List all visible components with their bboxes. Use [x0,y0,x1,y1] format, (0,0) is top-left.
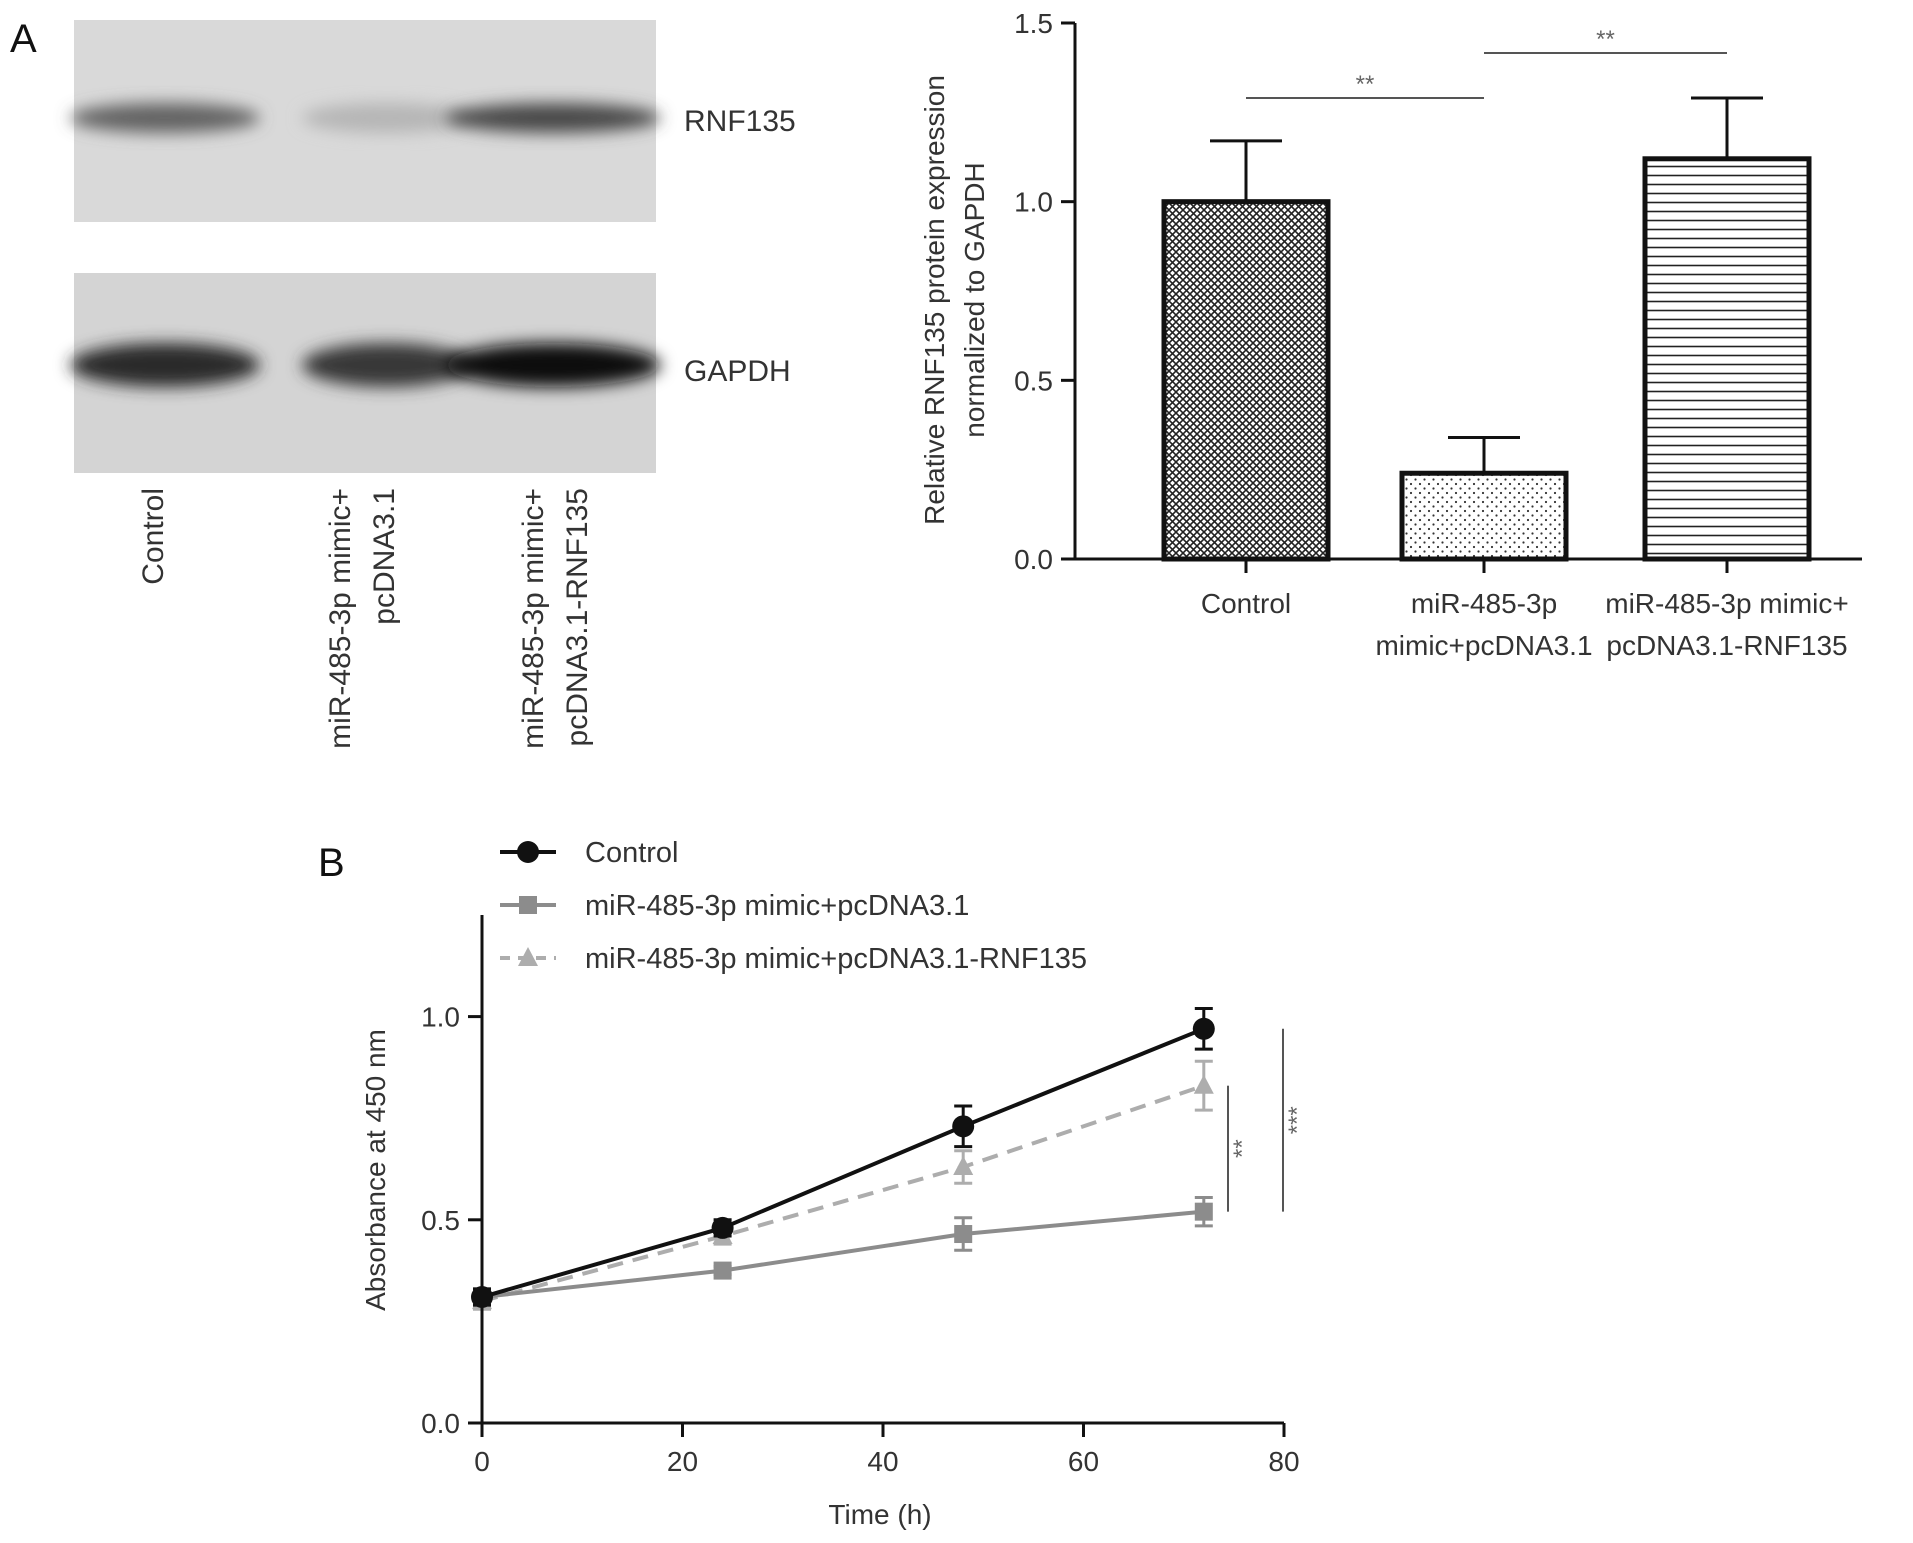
series-3 [472,1059,1214,1311]
bar-significance-label-2: ** [1596,26,1615,53]
series-1-point-2 [711,1216,734,1239]
bar-1 [1161,199,1331,562]
bar-marks [1161,96,1812,562]
series-2-point-3 [954,1225,973,1244]
bar-x-tick-label-2-line-2: pcDNA3.1-RNF135 [1606,630,1847,661]
line-y-tick-label-0: 0.0 [421,1408,460,1439]
band-rnf135-lane-2 [302,103,472,133]
bar-x-tick-label-1-line-2: mimic+pcDNA3.1 [1375,630,1592,661]
panel-b-label: B [318,841,345,885]
band-gapdh-lane-2 [302,343,472,387]
panel-a-label: A [10,17,37,61]
line-chart: Control miR-485-3p mimic+pcDNA3.1 miR-485-… [360,837,1311,1530]
bar-y-axis-title-line-1: Relative RNF135 protein expression [919,75,950,525]
legend-label-1: Control [585,837,679,869]
band-rnf135-lane-1 [70,103,260,133]
blot-label-gapdh: GAPDH [684,355,791,388]
bar-x-tick-label-1-line-1: miR-485-3p [1411,588,1557,619]
series-3-point-4 [1193,1074,1214,1094]
line-y-tick-label-2: 1.0 [421,1002,460,1033]
series-2 [473,1195,1213,1307]
bands-rnf135 [70,103,661,133]
legend-swatch-marker-2 [519,896,537,914]
line-series [471,1006,1215,1311]
series-3-point-3 [953,1155,974,1175]
band-gapdh-lane-1 [70,343,260,387]
legend-label-3: miR-485-3p mimic+pcDNA3.1-RNF135 [585,943,1087,975]
bar-y-tick-label-2: 1.0 [1014,187,1053,218]
bar-y-axis-title: Relative RNF135 protein expression normal… [919,75,990,525]
line-legend: Control miR-485-3p mimic+pcDNA3.1 miR-485-… [500,837,1087,975]
bar-significance: ** ** [1246,26,1727,99]
lane-label-2-line-2: pcDNA3.1 [368,488,401,625]
line-y-ticks: 0.0 0.5 1.0 [421,1002,482,1439]
line-significance: ***** [1227,1028,1311,1212]
series-2-line [481,1209,1204,1300]
bar-y-tick-label-3: 1.5 [1014,8,1053,39]
lane-labels: Control miR-485-3p mimic+ pcDNA3.1 miR-485-… [137,488,594,749]
lane-label-1-line-1: Control [137,488,170,585]
bar-y-axis-title-line-2: normalized to GAPDH [959,162,990,437]
bar-y-tick-label-0: 0.0 [1014,544,1053,575]
bar-y-tick-label-1: 0.5 [1014,365,1053,396]
series-1-line [481,1026,1205,1299]
lane-label-3-line-2: pcDNA3.1-RNF135 [561,488,594,746]
line-significance-label-2: *** [1284,1106,1311,1134]
band-gapdh-lane-3 [445,343,661,387]
bar-chart: 0.0 0.5 1.0 1.5 Relative RNF135 protein exp… [919,8,1862,661]
bar-x-ticks: Control miR-485-3p mimic+pcDNA3.1 miR-485-3… [1201,559,1849,661]
bar-significance-label-1: ** [1356,71,1375,98]
blot-label-rnf135: RNF135 [684,105,796,138]
band-rnf135-lane-3 [445,103,661,133]
series-3-line [481,1083,1205,1304]
lane-label-3-line-1: miR-485-3p mimic+ [517,488,550,749]
series-1 [471,1006,1215,1309]
line-x-tick-label-4: 80 [1268,1446,1299,1477]
lane-label-2-line-1: miR-485-3p mimic+ [324,488,357,749]
line-x-tick-label-1: 20 [667,1446,698,1477]
bar-y-ticks: 0.0 0.5 1.0 1.5 [1014,8,1075,575]
bar-2 [1399,470,1569,562]
line-x-tick-label-0: 0 [474,1446,490,1477]
line-y-axis-title: Absorbance at 450 nm [360,1029,391,1311]
series-1-point-4 [1192,1017,1215,1040]
bands-gapdh [70,343,661,387]
line-y-tick-label-1: 0.5 [421,1205,460,1236]
series-2-point-4 [1194,1202,1213,1221]
line-x-axis-title: Time (h) [828,1499,931,1530]
bar-3 [1642,156,1812,562]
legend-swatch-marker-3 [518,947,538,966]
bar-x-tick-label-0-line-1: Control [1201,588,1291,619]
line-x-tick-label-2: 40 [867,1446,898,1477]
legend-swatch-marker-1 [517,841,539,863]
series-2-point-2 [713,1261,732,1280]
legend-label-2: miR-485-3p mimic+pcDNA3.1 [585,890,969,922]
line-significance-label-1: ** [1229,1139,1256,1158]
series-1-point-3 [952,1115,975,1138]
line-x-tick-label-3: 60 [1068,1446,1099,1477]
line-x-ticks: 0 20 40 60 80 [474,1423,1300,1477]
western-blot: RNF135 GAPDH Control miR-485-3p mimic+ pcD… [70,20,796,749]
bar-x-tick-label-2-line-1: miR-485-3p mimic+ [1605,588,1849,619]
